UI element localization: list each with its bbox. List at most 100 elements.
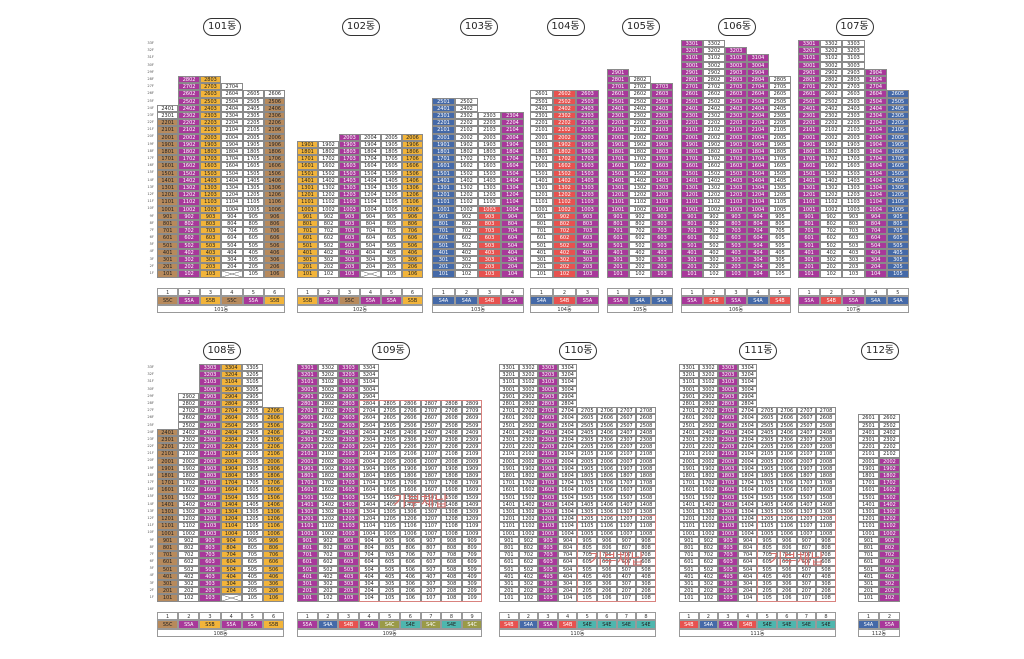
unit-cell[interactable]: 606 xyxy=(402,234,423,242)
unit-cell[interactable]: 2402 xyxy=(698,428,719,436)
unit-cell[interactable]: 607 xyxy=(616,558,637,566)
unit-cell[interactable]: 2105 xyxy=(242,126,264,134)
unit-cell[interactable]: 1606 xyxy=(263,486,285,494)
unit-cell[interactable]: 1802 xyxy=(629,148,651,156)
unit-cell[interactable]: 2603 xyxy=(538,414,558,422)
unit-cell[interactable]: 1104 xyxy=(501,198,524,206)
unit-cell[interactable]: 1202 xyxy=(820,191,843,199)
unit-cell[interactable]: 502 xyxy=(455,241,478,249)
unit-cell[interactable]: 401 xyxy=(432,248,455,256)
unit-cell[interactable]: 1704 xyxy=(864,155,887,163)
legend-unit-type[interactable]: S5B xyxy=(199,295,222,305)
unit-cell[interactable]: 1202 xyxy=(178,515,200,523)
unit-cell[interactable]: 2901 xyxy=(297,392,318,400)
unit-cell[interactable]: 1906 xyxy=(400,464,421,472)
unit-cell[interactable]: 1803 xyxy=(725,148,747,156)
unit-cell[interactable]: 2305 xyxy=(242,112,264,120)
unit-cell[interactable]: 206 xyxy=(263,587,285,595)
unit-cell[interactable]: 1303 xyxy=(339,184,360,192)
unit-cell[interactable]: 403 xyxy=(338,572,359,580)
unit-cell[interactable]: 1903 xyxy=(199,464,221,472)
unit-cell[interactable]: 1802 xyxy=(553,148,576,156)
unit-cell[interactable]: 503 xyxy=(538,565,558,573)
unit-cell[interactable]: 2505 xyxy=(242,97,264,105)
unit-cell[interactable]: 1006 xyxy=(263,529,285,537)
unit-cell[interactable]: 1305 xyxy=(577,508,597,516)
unit-cell[interactable]: 1703 xyxy=(651,155,673,163)
unit-cell[interactable]: 504 xyxy=(501,241,524,249)
unit-cell[interactable]: 3202 xyxy=(698,371,719,379)
unit-cell[interactable]: 3102 xyxy=(518,378,539,386)
legend-unit-type[interactable]: S4E xyxy=(777,619,797,629)
unit-cell[interactable]: 2306 xyxy=(400,436,421,444)
unit-cell[interactable]: 805 xyxy=(886,220,909,228)
unit-cell[interactable]: 3202 xyxy=(518,371,539,379)
unit-cell[interactable]: 2204 xyxy=(220,443,242,451)
unit-cell[interactable]: 2206 xyxy=(264,119,286,127)
unit-cell[interactable]: 1201 xyxy=(607,191,629,199)
unit-cell[interactable]: 2202 xyxy=(629,119,651,127)
unit-cell[interactable]: 507 xyxy=(796,565,817,573)
unit-cell[interactable]: 2402 xyxy=(879,428,900,436)
unit-cell[interactable]: 2502 xyxy=(518,421,539,429)
unit-cell[interactable]: 2703 xyxy=(725,83,747,91)
unit-cell[interactable]: 1703 xyxy=(199,155,222,163)
unit-cell[interactable]: 1903 xyxy=(725,140,747,148)
unit-cell[interactable]: 2602 xyxy=(703,90,725,98)
unit-cell[interactable]: 2303 xyxy=(338,436,359,444)
unit-cell[interactable]: 705 xyxy=(241,551,263,559)
legend-unit-type[interactable]: S4E xyxy=(400,619,421,629)
unit-cell[interactable]: 2401 xyxy=(798,104,821,112)
unit-cell[interactable]: 1103 xyxy=(538,522,558,530)
unit-cell[interactable]: 1003 xyxy=(538,529,558,537)
unit-cell[interactable]: 1104 xyxy=(360,198,381,206)
unit-cell[interactable]: 1701 xyxy=(499,479,519,487)
unit-cell[interactable]: 805 xyxy=(379,544,400,552)
unit-cell[interactable]: 2404 xyxy=(737,428,758,436)
unit-cell[interactable]: 1504 xyxy=(221,169,243,177)
unit-cell[interactable]: 401 xyxy=(499,572,519,580)
unit-cell[interactable]: 2003 xyxy=(538,457,558,465)
unit-cell[interactable]: 1803 xyxy=(538,472,558,480)
unit-cell[interactable]: 2706 xyxy=(597,407,617,415)
unit-cell[interactable]: 2007 xyxy=(420,457,442,465)
unit-cell[interactable]: 1604 xyxy=(747,162,769,170)
unit-cell[interactable]: 2101 xyxy=(499,450,519,458)
unit-cell[interactable]: 1206 xyxy=(402,191,423,199)
unit-cell[interactable]: 202 xyxy=(178,263,200,271)
unit-cell[interactable]: 1907 xyxy=(420,464,442,472)
unit-cell[interactable]: 802 xyxy=(820,220,843,228)
unit-cell[interactable]: 801 xyxy=(432,220,455,228)
unit-cell[interactable]: 1306 xyxy=(264,184,286,192)
unit-cell[interactable]: 2503 xyxy=(651,97,673,105)
unit-cell[interactable]: 1004 xyxy=(747,205,769,213)
unit-cell[interactable]: 907 xyxy=(420,536,442,544)
unit-cell[interactable]: 1901 xyxy=(432,140,455,148)
unit-cell[interactable]: 2301 xyxy=(679,436,699,444)
unit-cell[interactable]: 1504 xyxy=(747,169,769,177)
unit-cell[interactable]: 308 xyxy=(441,580,462,588)
unit-cell[interactable]: 1204 xyxy=(557,515,578,523)
unit-cell[interactable]: 201 xyxy=(679,587,699,595)
unit-cell[interactable]: 2507 xyxy=(616,421,637,429)
unit-cell[interactable]: 804 xyxy=(737,544,758,552)
unit-cell[interactable]: 1303 xyxy=(538,508,558,516)
unit-cell[interactable]: 2001 xyxy=(679,457,699,465)
unit-cell[interactable]: 2301 xyxy=(681,112,703,120)
unit-cell[interactable]: 2403 xyxy=(842,104,865,112)
unit-cell[interactable]: 2208 xyxy=(636,443,656,451)
unit-cell[interactable]: 2505 xyxy=(769,97,791,105)
unit-cell[interactable]: 202 xyxy=(518,587,539,595)
unit-cell[interactable]: 1002 xyxy=(698,529,719,537)
unit-cell[interactable]: 602 xyxy=(178,558,200,566)
unit-cell[interactable]: 1502 xyxy=(518,493,539,501)
unit-cell[interactable]: 1406 xyxy=(597,500,617,508)
unit-cell[interactable]: 1005 xyxy=(886,205,909,213)
unit-cell[interactable]: 406 xyxy=(597,572,617,580)
unit-cell[interactable]: 2502 xyxy=(455,97,478,105)
unit-cell[interactable]: 1704 xyxy=(737,479,758,487)
unit-cell[interactable]: 3203 xyxy=(199,371,221,379)
unit-cell[interactable]: 1305 xyxy=(886,184,909,192)
unit-cell[interactable]: 803 xyxy=(339,220,360,228)
unit-cell[interactable]: 1204 xyxy=(737,515,758,523)
